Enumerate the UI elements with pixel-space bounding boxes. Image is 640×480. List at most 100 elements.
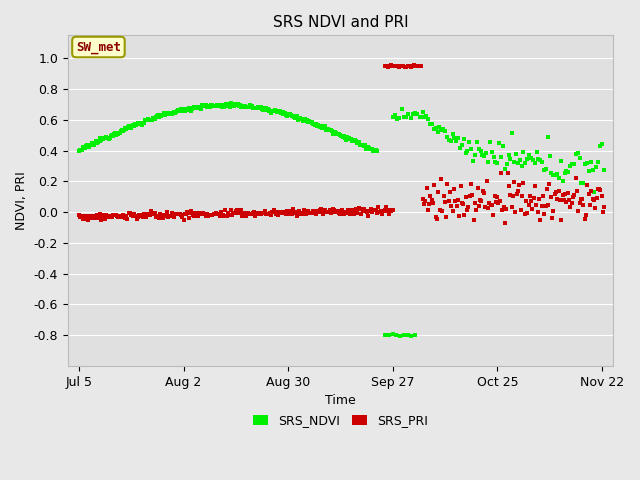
Point xyxy=(189,213,199,220)
Point xyxy=(189,104,200,112)
Point xyxy=(546,193,556,201)
Point xyxy=(181,106,191,114)
Point xyxy=(148,115,158,122)
Point xyxy=(571,150,581,158)
Point xyxy=(398,62,408,70)
Point xyxy=(146,207,156,215)
Point xyxy=(504,182,514,190)
Point xyxy=(581,211,591,219)
Point xyxy=(488,212,499,219)
Point xyxy=(143,210,154,218)
Point xyxy=(269,206,279,214)
Point xyxy=(365,145,376,153)
Point xyxy=(177,106,188,114)
Point xyxy=(284,110,294,118)
Point xyxy=(362,208,372,216)
Point xyxy=(399,63,410,71)
Point xyxy=(406,63,416,71)
Point xyxy=(438,125,448,132)
Point xyxy=(169,108,179,116)
Point xyxy=(524,201,534,208)
Point xyxy=(569,160,579,168)
Point xyxy=(259,207,269,215)
Point xyxy=(599,204,609,211)
Point xyxy=(281,111,291,119)
Point xyxy=(130,212,140,219)
Point xyxy=(368,147,378,155)
Point xyxy=(392,331,402,339)
Point xyxy=(466,180,476,188)
Point xyxy=(399,113,409,121)
Point xyxy=(280,109,291,117)
Point xyxy=(155,111,165,119)
Point xyxy=(95,137,106,145)
Point xyxy=(325,126,335,133)
Point xyxy=(255,210,266,217)
Point xyxy=(239,103,250,111)
Point xyxy=(81,143,92,150)
Point xyxy=(309,120,319,128)
Point xyxy=(262,106,273,113)
Point xyxy=(184,104,195,112)
Point xyxy=(180,107,191,114)
Point xyxy=(279,110,289,118)
Point xyxy=(258,209,268,217)
Point xyxy=(243,103,253,111)
Point xyxy=(168,109,179,117)
Point xyxy=(364,207,374,215)
Point xyxy=(289,208,300,216)
Point xyxy=(231,207,241,215)
Point xyxy=(491,199,501,206)
Point xyxy=(308,208,318,216)
Point xyxy=(589,188,600,196)
Point xyxy=(296,210,307,218)
Point xyxy=(563,168,573,176)
Point xyxy=(354,204,364,212)
Point xyxy=(486,202,496,209)
Point xyxy=(310,210,321,217)
Point xyxy=(147,210,157,218)
Point xyxy=(113,213,124,220)
Point xyxy=(114,129,124,137)
Point xyxy=(272,108,282,116)
Point xyxy=(585,201,595,209)
Point xyxy=(332,131,342,138)
Point xyxy=(103,134,113,142)
Point xyxy=(121,212,131,220)
Point xyxy=(380,62,390,70)
Point xyxy=(278,110,289,118)
Point xyxy=(206,211,216,219)
Point xyxy=(354,138,364,146)
Point xyxy=(460,211,470,219)
Point xyxy=(117,126,127,134)
Point xyxy=(236,207,246,215)
Point xyxy=(421,184,431,192)
Point xyxy=(134,120,145,128)
Point xyxy=(567,160,577,168)
Point xyxy=(582,181,593,189)
Point xyxy=(299,206,309,214)
Point xyxy=(255,104,265,111)
Point xyxy=(108,212,118,219)
Point xyxy=(87,139,97,147)
Point xyxy=(570,175,580,182)
Point xyxy=(132,120,142,128)
Point xyxy=(358,142,369,149)
Point xyxy=(455,144,465,152)
Point xyxy=(184,214,194,222)
Point xyxy=(120,125,131,133)
Point xyxy=(307,210,317,217)
Point xyxy=(417,108,428,116)
Point xyxy=(161,109,171,117)
Point xyxy=(461,192,471,200)
Point xyxy=(332,207,342,215)
Point xyxy=(364,143,374,151)
Point xyxy=(343,206,353,214)
Point xyxy=(449,185,459,193)
Point xyxy=(118,126,129,133)
Point xyxy=(151,213,161,220)
Point xyxy=(186,207,196,215)
Point xyxy=(433,129,443,136)
Point xyxy=(321,208,331,216)
Point xyxy=(539,210,549,218)
